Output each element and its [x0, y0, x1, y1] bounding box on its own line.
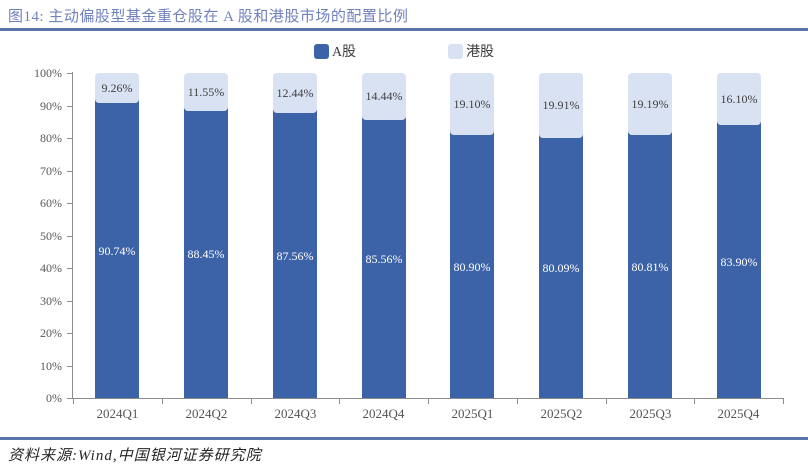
x-axis-label: 2024Q2: [185, 406, 228, 421]
y-axis-label: 20%: [40, 326, 62, 340]
y-axis-label: 50%: [40, 229, 62, 243]
y-axis: [72, 72, 73, 399]
bar-segment-a-shares: [362, 115, 406, 398]
y-axis-tick: [67, 73, 72, 74]
bar-label-a-shares: 88.45%: [187, 247, 225, 262]
chart-legend: A股 港股: [0, 41, 808, 61]
bar-label-hk-shares: 19.10%: [453, 97, 491, 112]
y-axis-label: 90%: [40, 99, 62, 113]
bar-2025Q1: 80.90% 19.10%: [450, 73, 494, 398]
bar-2024Q4: 85.56% 14.44%: [362, 73, 406, 398]
x-axis-tick: [73, 399, 74, 404]
y-axis-tick: [67, 106, 72, 107]
footer-divider: [0, 437, 808, 440]
x-axis: [72, 398, 784, 399]
bar-label-hk-shares: 14.44%: [365, 89, 403, 104]
y-axis-tick: [67, 138, 72, 139]
bar-segment-hk-shares: [273, 73, 317, 114]
bar-label-hk-shares: 11.55%: [187, 84, 225, 99]
x-axis-tick: [251, 399, 252, 404]
bar-segment-a-shares: [450, 131, 494, 398]
legend-swatch-a-shares: [313, 43, 329, 59]
y-axis-tick: [67, 398, 72, 399]
bar-label-a-shares: 80.09%: [542, 260, 580, 275]
bar-segment-a-shares: [95, 99, 139, 398]
x-axis-label: 2024Q1: [96, 406, 139, 421]
x-axis-tick: [339, 399, 340, 404]
y-axis-label: 100%: [34, 66, 62, 80]
y-axis-tick: [67, 268, 72, 269]
bar-label-a-shares: 80.81%: [631, 259, 669, 274]
title-divider: [0, 28, 808, 31]
y-axis-label: 30%: [40, 294, 62, 308]
bar-label-hk-shares: 19.19%: [631, 97, 669, 112]
x-axis-label: 2025Q2: [540, 406, 583, 421]
y-axis-tick: [67, 171, 72, 172]
bar-label-a-shares: 87.56%: [276, 248, 314, 263]
bar-segment-a-shares: [628, 131, 672, 398]
y-axis-label: 0%: [46, 391, 62, 405]
bar-2024Q3: 87.56% 12.44%: [273, 73, 317, 398]
x-axis-label: 2024Q3: [274, 406, 317, 421]
x-axis-tick: [517, 399, 518, 404]
y-axis-label: 70%: [40, 164, 62, 178]
bar-segment-hk-shares: [539, 73, 583, 138]
x-axis-label: 2024Q4: [362, 406, 405, 421]
bar-segment-a-shares: [273, 109, 317, 398]
y-axis-label: 60%: [40, 196, 62, 210]
x-axis-tick: [783, 399, 784, 404]
y-axis-label: 40%: [40, 261, 62, 275]
y-axis-tick: [67, 236, 72, 237]
x-axis-tick: [694, 399, 695, 404]
bar-2025Q2: 80.09% 19.91%: [539, 73, 583, 398]
y-axis-label: 80%: [40, 131, 62, 145]
bar-2025Q4: 83.90% 16.10%: [717, 73, 761, 398]
bar-label-hk-shares: 19.91%: [542, 98, 580, 113]
y-axis-tick: [67, 301, 72, 302]
figure-title: 图14: 主动偏股型基金重仓股在 A 股和港股市场的配置比例: [8, 9, 409, 25]
y-axis-tick: [67, 203, 72, 204]
legend-swatch-hk-shares: [448, 43, 464, 59]
bar-label-hk-shares: 12.44%: [276, 86, 314, 101]
legend-item-a-shares: A股: [313, 41, 357, 61]
x-axis-tick: [606, 399, 607, 404]
x-axis-label: 2025Q3: [629, 406, 672, 421]
bar-segment-a-shares: [539, 133, 583, 398]
bar-segment-hk-shares: [450, 73, 494, 136]
x-axis-label: 2025Q4: [717, 406, 760, 421]
bar-label-hk-shares: 9.26%: [101, 81, 133, 96]
bar-2024Q1: 90.74% 9.26%: [95, 73, 139, 398]
legend-label-hk-shares: 港股: [466, 45, 495, 60]
bar-segment-hk-shares: [628, 73, 672, 136]
y-axis-tick: [67, 333, 72, 334]
bar-2024Q2: 88.45% 11.55%: [184, 73, 228, 398]
y-axis-label: 10%: [40, 359, 62, 373]
bar-segment-hk-shares: [362, 73, 406, 120]
bar-label-a-shares: 85.56%: [365, 251, 403, 266]
bar-label-a-shares: 83.90%: [720, 254, 758, 269]
x-axis-label: 2025Q1: [451, 406, 494, 421]
bar-2025Q3: 80.81% 19.19%: [628, 73, 672, 398]
x-axis-tick: [428, 399, 429, 404]
source-note: 资料来源:Wind,中国银河证券研究院: [8, 448, 262, 464]
y-axis-tick: [67, 366, 72, 367]
bar-segment-hk-shares: [717, 73, 761, 126]
bar-segment-a-shares: [184, 106, 228, 398]
bar-segment-a-shares: [717, 121, 761, 398]
x-axis-tick: [162, 399, 163, 404]
bar-label-a-shares: 80.90%: [453, 259, 491, 274]
legend-item-hk-shares: 港股: [448, 41, 494, 61]
legend-label-a-shares: A股: [331, 45, 357, 60]
bar-label-hk-shares: 16.10%: [720, 92, 758, 107]
bar-label-a-shares: 90.74%: [98, 243, 136, 258]
bar-segment-hk-shares: [184, 73, 228, 111]
bar-segment-hk-shares: [95, 73, 139, 104]
